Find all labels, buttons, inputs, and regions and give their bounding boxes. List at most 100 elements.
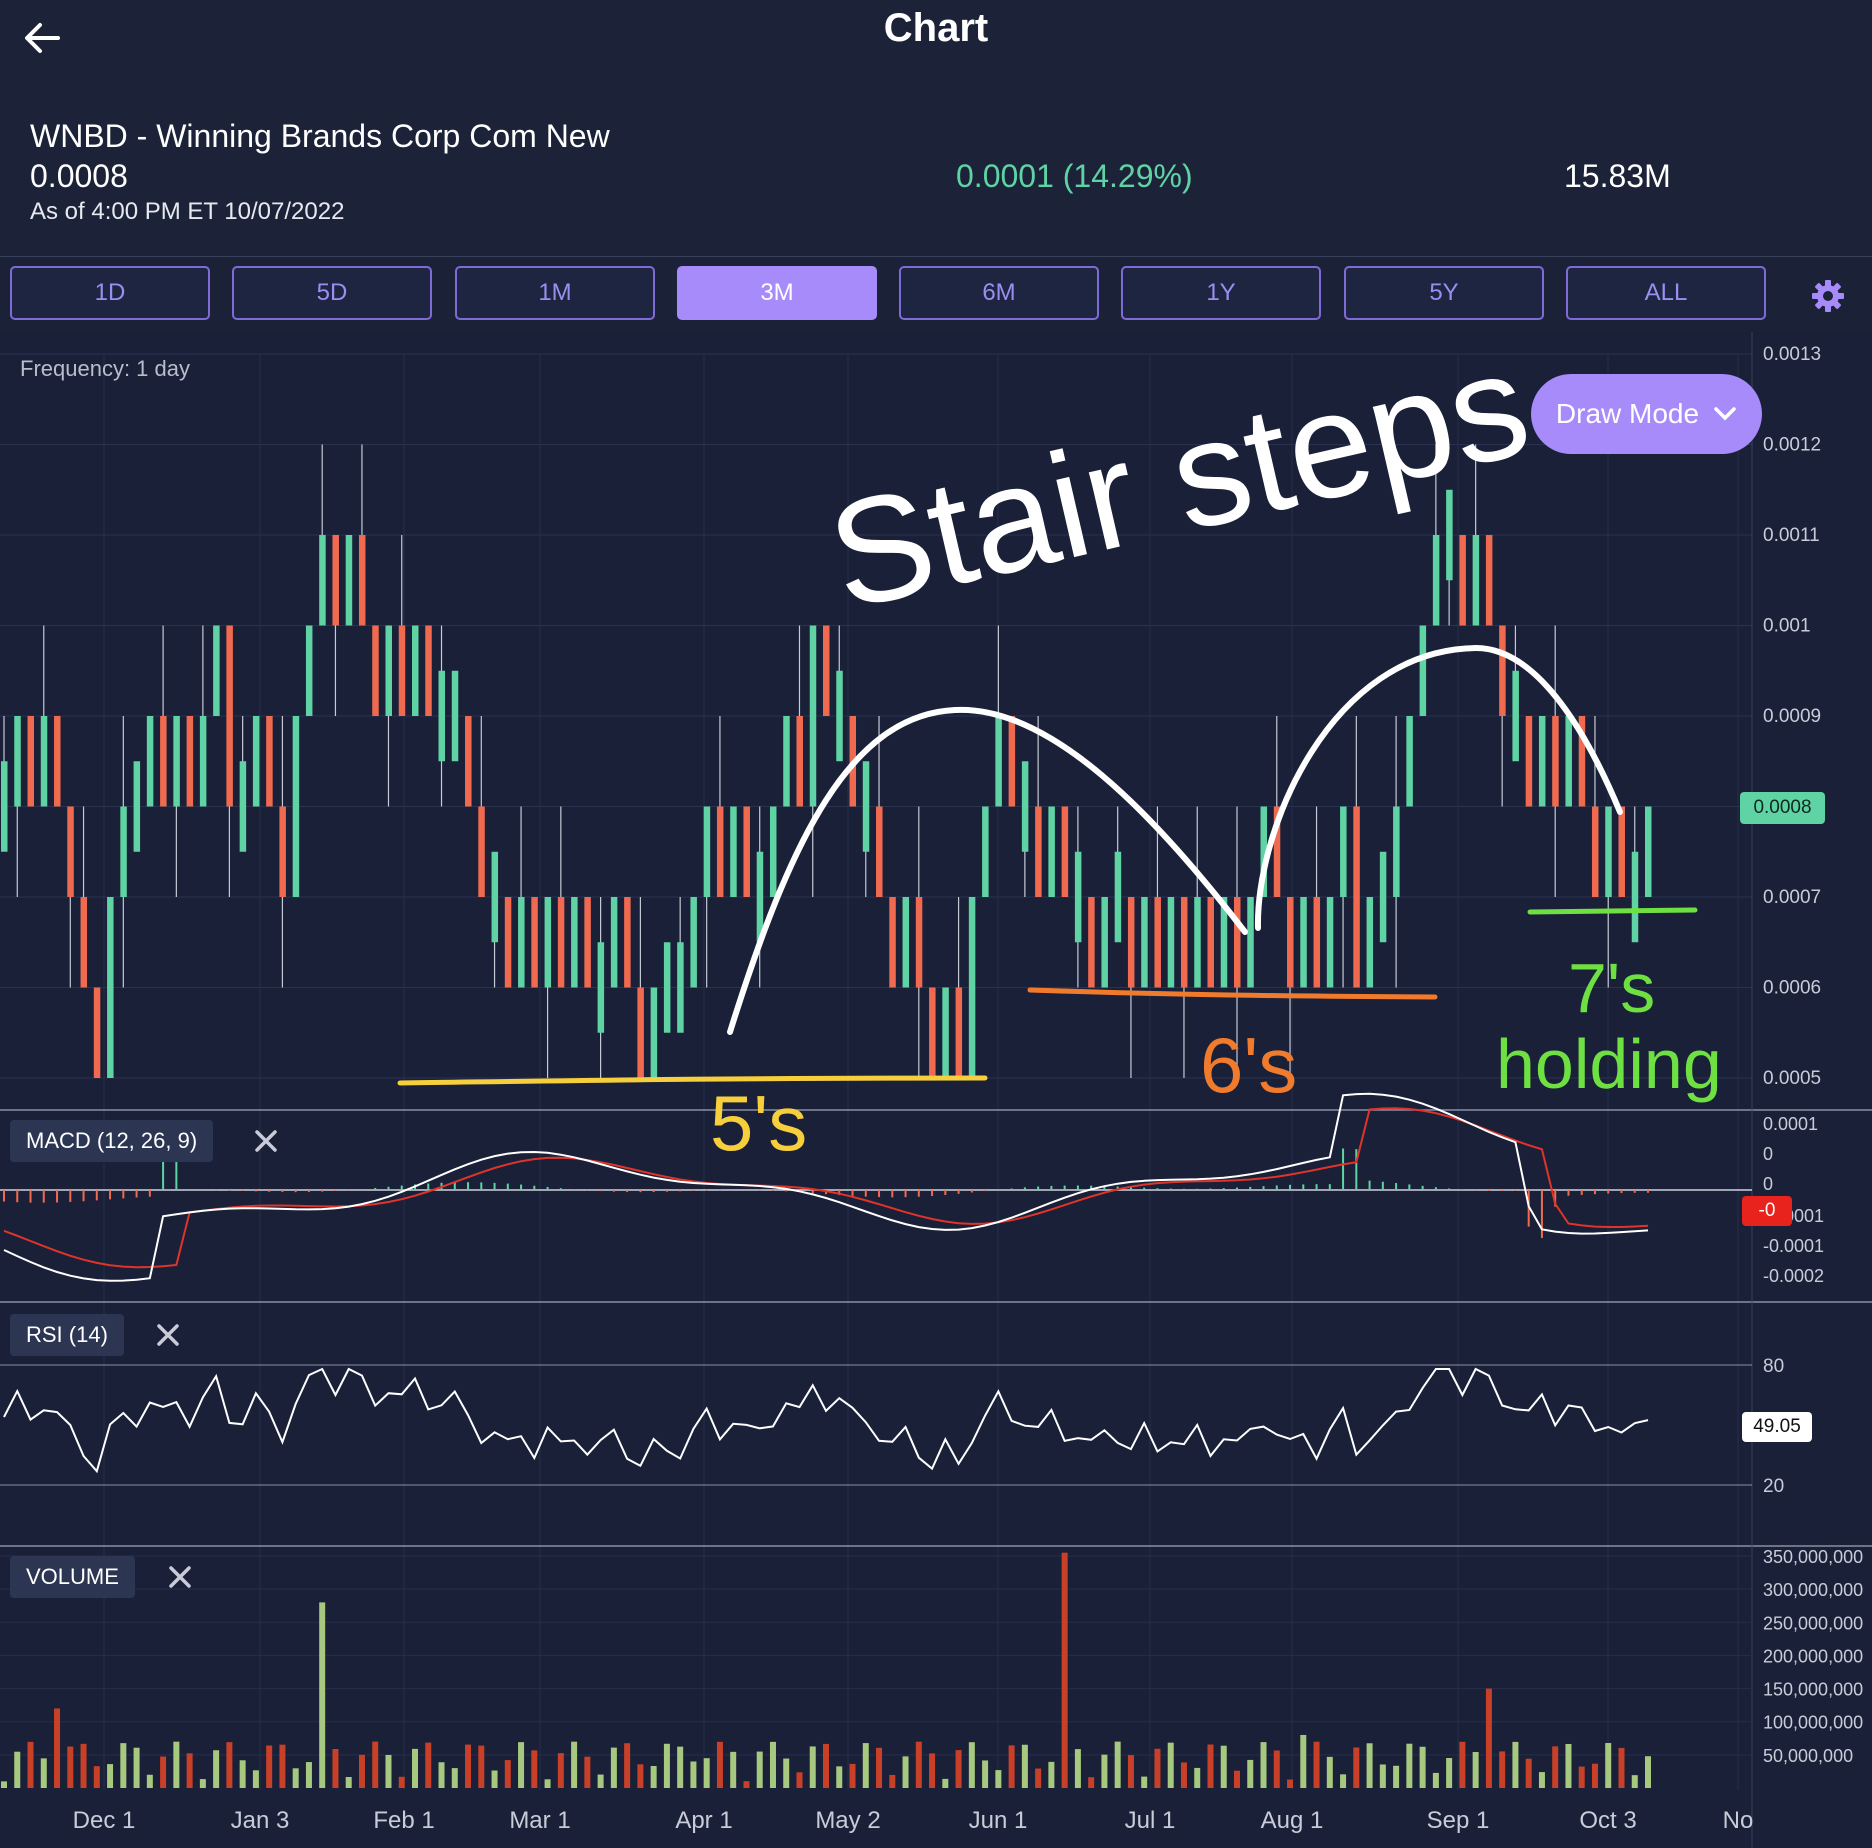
candle-body bbox=[319, 535, 326, 626]
candle-body bbox=[67, 806, 74, 897]
candle-body bbox=[1313, 897, 1321, 988]
x-tick-label: Jan 3 bbox=[231, 1807, 290, 1834]
candle-body bbox=[968, 897, 976, 1078]
volume-bar bbox=[120, 1743, 127, 1788]
volume-bar bbox=[756, 1751, 763, 1788]
volume-bar bbox=[305, 1762, 312, 1788]
volume-bar bbox=[1247, 1759, 1254, 1788]
candle-body bbox=[358, 535, 366, 626]
volume-bar bbox=[1538, 1772, 1545, 1788]
volume-tick-label: 300,000,000 bbox=[1763, 1580, 1863, 1600]
candle-body bbox=[372, 625, 379, 716]
macd-tick-label: 0 bbox=[1763, 1144, 1773, 1164]
tab-5d[interactable]: 5D bbox=[232, 266, 432, 320]
gear-icon[interactable] bbox=[1810, 278, 1846, 314]
volume-bar bbox=[1552, 1746, 1559, 1788]
candle-body bbox=[1393, 806, 1400, 897]
candle-body bbox=[279, 806, 286, 897]
volume-bar bbox=[544, 1779, 551, 1788]
candlestick-series bbox=[1, 444, 1652, 1078]
tab-3m[interactable]: 3M bbox=[677, 266, 877, 320]
candle-body bbox=[186, 716, 194, 807]
volume-bar bbox=[1127, 1755, 1134, 1788]
volume-bar bbox=[186, 1753, 193, 1788]
candle-body bbox=[465, 716, 472, 807]
candle-body bbox=[504, 897, 512, 988]
volume-bar bbox=[1167, 1742, 1174, 1788]
stock-chart[interactable]: 0.0013 0.0012 0.0011 0.001 0.0009 0.0008 0.000… bbox=[0, 332, 1872, 1848]
candle-body bbox=[1340, 806, 1347, 897]
candle-body bbox=[1035, 806, 1042, 897]
volume-bar bbox=[252, 1770, 259, 1788]
volume-bar bbox=[796, 1772, 803, 1788]
candle-body bbox=[982, 806, 989, 897]
volume-bar bbox=[266, 1745, 273, 1788]
volume-bar bbox=[968, 1742, 975, 1788]
candle-body bbox=[929, 987, 936, 1078]
volume-bar bbox=[730, 1751, 737, 1788]
candle-body bbox=[173, 716, 180, 807]
candle-body bbox=[385, 625, 392, 716]
candle-body bbox=[756, 851, 764, 943]
candle-body bbox=[862, 761, 870, 852]
header: Chart WNBD - Winning Brands Corp Com New… bbox=[0, 0, 1872, 257]
volume-bar bbox=[1393, 1765, 1400, 1788]
volume-tick-label: 150,000,000 bbox=[1763, 1680, 1863, 1700]
volume-bar bbox=[1512, 1741, 1519, 1788]
candle-body bbox=[769, 806, 777, 897]
tab-all[interactable]: ALL bbox=[1566, 266, 1766, 320]
volume-bar bbox=[1141, 1776, 1148, 1788]
candle-body bbox=[876, 806, 883, 897]
rsi-close-icon[interactable] bbox=[153, 1320, 183, 1350]
candle-body bbox=[1552, 716, 1559, 807]
candle-body bbox=[107, 897, 114, 1078]
candle-body bbox=[14, 716, 21, 807]
volume-bar bbox=[226, 1742, 233, 1788]
candle-body bbox=[1074, 851, 1082, 943]
macd-close-icon[interactable] bbox=[251, 1126, 281, 1156]
draw-mode-button[interactable]: Draw Mode bbox=[1531, 374, 1762, 454]
macd-tick-label: 0.0001 bbox=[1763, 1114, 1818, 1134]
rsi-label: RSI (14) bbox=[10, 1314, 124, 1356]
arc-drawing-left bbox=[727, 706, 1248, 1035]
rsi-panel bbox=[0, 1364, 1752, 1486]
volume-close-icon[interactable] bbox=[165, 1562, 195, 1592]
volume-label: VOLUME bbox=[10, 1556, 135, 1598]
candle-body bbox=[1446, 489, 1453, 581]
volume-bar bbox=[1008, 1745, 1015, 1788]
volume-bar bbox=[491, 1770, 498, 1788]
volume-bar bbox=[332, 1748, 339, 1788]
candle-body bbox=[1021, 761, 1029, 852]
volume-bar bbox=[1605, 1743, 1612, 1788]
rsi-tick-label: 80 bbox=[1763, 1356, 1784, 1377]
volume-bar bbox=[54, 1708, 61, 1788]
candle-body bbox=[438, 670, 446, 762]
candle-body bbox=[80, 897, 88, 988]
volume-bar bbox=[1353, 1747, 1360, 1788]
candle-body bbox=[650, 987, 658, 1078]
volume-bar bbox=[703, 1758, 710, 1788]
annotation-holding: holding bbox=[1496, 1025, 1722, 1103]
volume-bar bbox=[213, 1750, 220, 1788]
candle-body bbox=[1432, 535, 1440, 626]
candle-body bbox=[1127, 897, 1135, 988]
x-tick-label: Mar 1 bbox=[509, 1807, 570, 1834]
tab-1m[interactable]: 1M bbox=[455, 266, 655, 320]
candle-body bbox=[491, 851, 499, 943]
chart-area[interactable] bbox=[0, 332, 1872, 1848]
macd-panel bbox=[0, 1092, 1752, 1282]
volume-bar bbox=[1287, 1779, 1294, 1788]
candle-body bbox=[889, 897, 896, 988]
tab-1d[interactable]: 1D bbox=[10, 266, 210, 320]
candle-body bbox=[1260, 806, 1268, 897]
candle-body bbox=[624, 897, 631, 988]
candle-body bbox=[54, 716, 61, 807]
tab-1y[interactable]: 1Y bbox=[1121, 266, 1321, 320]
candle-body bbox=[292, 716, 300, 897]
volume-bar bbox=[160, 1756, 167, 1788]
tab-6m[interactable]: 6M bbox=[899, 266, 1099, 320]
candle-body bbox=[1459, 535, 1466, 626]
volume-bar bbox=[610, 1747, 617, 1788]
tab-5y[interactable]: 5Y bbox=[1344, 266, 1544, 320]
back-arrow-icon[interactable] bbox=[18, 14, 66, 62]
